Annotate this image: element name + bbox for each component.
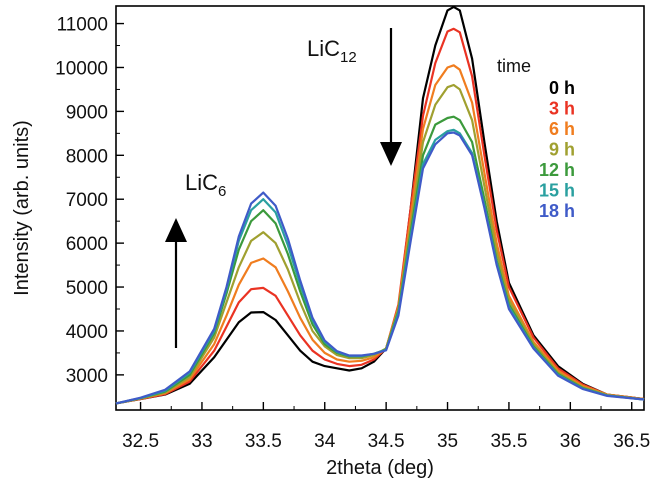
y-tick-label: 5000 xyxy=(66,278,108,299)
legend-entry: 9 h xyxy=(549,140,575,160)
x-tick-label: 33.5 xyxy=(245,431,282,452)
lic6-label-sub: 6 xyxy=(218,183,226,200)
legend-entry: 18 h xyxy=(539,201,575,221)
legend-entry: 15 h xyxy=(539,181,575,201)
x-tick-label: 32.5 xyxy=(122,431,159,452)
x-tick-label: 36 xyxy=(560,431,581,452)
x-tick-label: 33 xyxy=(191,431,212,452)
series-line-6h xyxy=(115,64,645,405)
y-axis-label: Intensity (arb. units) xyxy=(11,120,33,296)
legend-title: time xyxy=(497,56,531,76)
x-tick-label: 34.5 xyxy=(368,431,405,452)
x-tick-label: 35 xyxy=(437,431,458,452)
y-tick-label: 8000 xyxy=(66,146,108,167)
x-axis-ticks: 32.5 33 33.5 34 34.5 35 35.5 36 36.5 xyxy=(122,402,650,452)
y-tick-label: 7000 xyxy=(66,190,108,211)
legend-entry: 3 h xyxy=(549,99,575,119)
y-tick-label: 9000 xyxy=(66,102,108,123)
lic6-label-main: LiC xyxy=(185,170,218,195)
series-line-3h xyxy=(115,27,645,405)
x-axis-label: 2theta (deg) xyxy=(326,457,434,479)
lic12-label-sub: 12 xyxy=(340,49,357,66)
series-line-0h xyxy=(115,5,645,405)
legend-entry: 6 h xyxy=(549,119,575,139)
y-tick-label: 10000 xyxy=(55,58,108,79)
down-arrow-head-icon xyxy=(380,142,402,166)
y-tick-label: 3000 xyxy=(66,366,108,387)
series-line-18h xyxy=(115,131,645,405)
y-axis-ticks: 3000 4000 5000 6000 7000 8000 9000 10000 11000 xyxy=(55,15,124,387)
plot-frame xyxy=(115,5,645,411)
up-arrow-head-icon xyxy=(165,218,187,242)
series-line-9h xyxy=(115,83,645,405)
y-tick-label: 11000 xyxy=(57,15,108,36)
lic12-label: LiC12 xyxy=(307,36,357,66)
lic12-label-main: LiC xyxy=(307,36,340,61)
legend-entry: 12 h xyxy=(539,160,575,180)
lic6-label: LiC6 xyxy=(185,170,226,200)
y-tick-label: 6000 xyxy=(66,234,108,255)
series-lines xyxy=(115,5,645,405)
legend: time 0 h3 h6 h9 h12 h15 h18 h xyxy=(497,56,575,221)
x-tick-label: 34 xyxy=(314,431,336,452)
y-tick-label: 4000 xyxy=(66,322,108,343)
x-tick-label: 36.5 xyxy=(613,431,650,452)
x-tick-label: 35.5 xyxy=(490,431,527,452)
legend-entry: 0 h xyxy=(549,78,575,98)
